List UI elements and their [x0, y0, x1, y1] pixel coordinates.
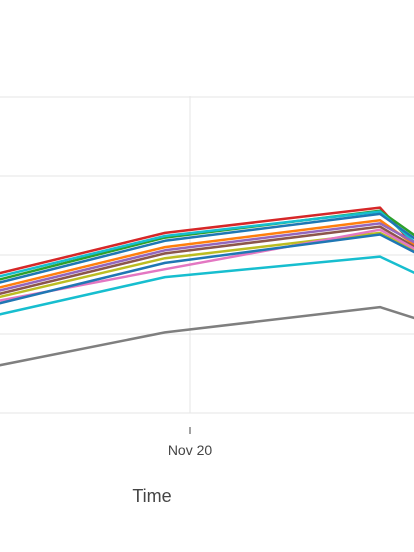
series-line-11: [0, 255, 414, 316]
x-axis-title: Time: [132, 486, 171, 506]
series-line-10: [0, 233, 414, 305]
series-line-6: [0, 222, 414, 292]
series-line-4: [0, 212, 414, 284]
series-lines: [0, 206, 414, 367]
series-line-12: [0, 305, 414, 367]
x-tick-label: Nov 20: [168, 442, 213, 458]
series-line-8: [0, 231, 414, 299]
series-line-7: [0, 225, 414, 295]
